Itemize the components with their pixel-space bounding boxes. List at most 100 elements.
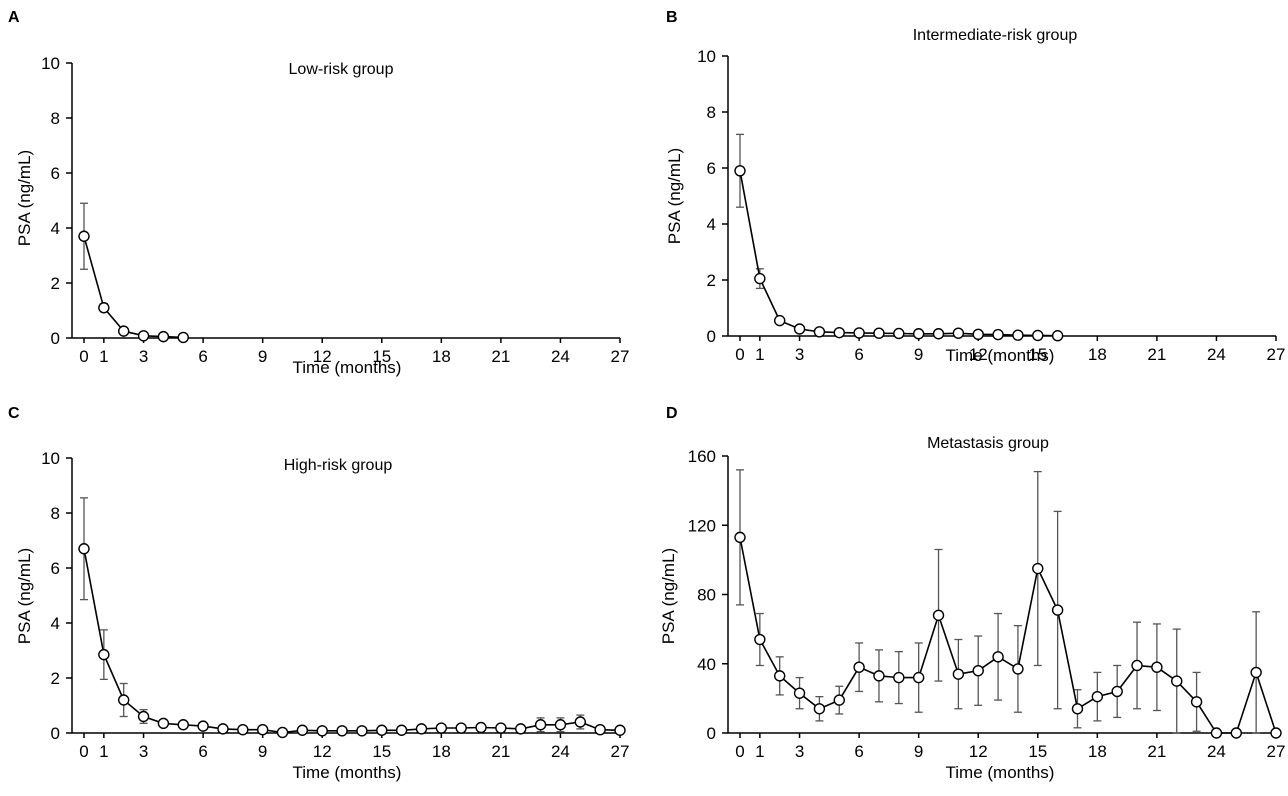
data-point — [217, 723, 229, 735]
y-tick-label: 120 — [688, 516, 716, 535]
data-point — [316, 725, 328, 737]
y-tick-label: 4 — [707, 215, 716, 234]
x-tick-label: 0 — [735, 345, 744, 364]
x-tick-label: 27 — [611, 347, 630, 366]
x-tick-label: 21 — [1147, 742, 1166, 761]
x-tick-label: 3 — [139, 347, 148, 366]
data-point — [415, 723, 428, 735]
data-point — [754, 633, 766, 646]
series-line — [739, 537, 1277, 734]
data-point — [1250, 666, 1262, 679]
x-tick-label: 9 — [914, 742, 923, 761]
y-tick-label: 8 — [51, 109, 60, 128]
data-point — [992, 651, 1004, 663]
x-tick-label: 6 — [854, 742, 863, 761]
y-tick-label: 6 — [51, 559, 60, 578]
y-tick-label: 10 — [697, 47, 716, 66]
x-tick-label: 6 — [198, 347, 207, 366]
data-point — [534, 719, 547, 731]
y-axis-label: PSA (ng/mL) — [15, 548, 34, 644]
x-tick-label: 15 — [1028, 345, 1047, 364]
x-tick-label: 6 — [854, 345, 863, 364]
data-point — [296, 724, 309, 736]
data-point — [157, 330, 170, 343]
data-point — [833, 694, 845, 706]
y-tick-label: 8 — [51, 504, 60, 523]
y-tick-label: 2 — [51, 669, 60, 688]
data-point — [376, 724, 388, 736]
panel-letter: C — [8, 405, 20, 422]
y-axis-label: PSA (ng/mL) — [659, 548, 678, 644]
data-point — [594, 724, 606, 736]
series-line — [739, 170, 1058, 337]
data-point — [1091, 690, 1104, 703]
data-point — [495, 722, 507, 734]
data-point — [813, 326, 826, 338]
y-tick-label: 10 — [41, 54, 60, 73]
x-tick-label: 12 — [969, 742, 988, 761]
x-tick-label: 12 — [313, 347, 332, 366]
data-point — [137, 710, 150, 723]
chart-title: High-risk group — [284, 457, 393, 474]
data-point — [972, 664, 984, 677]
y-tick-label: 4 — [51, 614, 60, 633]
data-point — [356, 725, 368, 737]
data-point — [98, 302, 110, 314]
data-point — [1171, 675, 1183, 687]
y-tick-label: 2 — [707, 271, 716, 290]
chart-title: Low-risk group — [289, 61, 394, 78]
data-point — [972, 328, 984, 341]
x-tick-label: 24 — [1207, 742, 1226, 761]
data-point — [853, 327, 865, 339]
data-point — [912, 671, 925, 684]
data-point — [734, 531, 746, 544]
x-tick-label: 27 — [1267, 345, 1286, 364]
data-point — [98, 648, 110, 661]
x-axis-label: Time (months) — [293, 763, 402, 782]
x-tick-label: 0 — [79, 347, 88, 366]
data-point — [1051, 330, 1064, 342]
data-point — [912, 328, 925, 340]
x-tick-label: 18 — [432, 347, 451, 366]
y-tick-label: 6 — [51, 164, 60, 183]
x-tick-label: 0 — [735, 742, 744, 761]
x-tick-label: 24 — [551, 347, 570, 366]
data-point — [1270, 727, 1282, 739]
panel-letter: A — [8, 9, 20, 26]
data-point — [118, 694, 130, 706]
data-point — [754, 272, 766, 285]
data-point — [118, 325, 130, 337]
data-point — [455, 722, 467, 734]
series-line — [83, 236, 184, 339]
panel-d: D Metastasis group Time (months) PSA (ng… — [659, 405, 1285, 782]
data-point — [336, 725, 348, 737]
x-tick-label: 18 — [432, 742, 451, 761]
data-point — [614, 724, 626, 736]
data-point — [1012, 329, 1024, 341]
x-tick-label: 1 — [755, 742, 764, 761]
y-tick-label: 2 — [51, 274, 60, 293]
data-point — [853, 661, 865, 673]
x-tick-label: 3 — [795, 345, 804, 364]
data-point — [873, 670, 885, 682]
data-point — [1111, 685, 1123, 698]
data-point — [574, 716, 586, 728]
x-tick-label: 3 — [795, 742, 804, 761]
y-tick-label: 40 — [697, 655, 716, 674]
data-point — [952, 327, 965, 339]
data-point — [1051, 604, 1064, 616]
x-tick-label: 18 — [1088, 742, 1107, 761]
data-point — [1190, 696, 1203, 708]
y-tick-label: 8 — [707, 103, 716, 122]
x-tick-label: 15 — [1028, 742, 1047, 761]
data-point — [873, 327, 885, 339]
data-point — [256, 724, 269, 736]
y-tick-label: 6 — [707, 159, 716, 178]
panel-a: A Low-risk group Time (months) PSA (ng/m… — [8, 9, 629, 377]
x-axis-label: Time (months) — [946, 763, 1055, 782]
data-point — [774, 314, 786, 327]
data-point — [137, 330, 150, 342]
x-tick-label: 18 — [1088, 345, 1107, 364]
data-point — [952, 668, 965, 680]
panel-b: B Intermediate-risk group Time (months) … — [665, 9, 1285, 365]
